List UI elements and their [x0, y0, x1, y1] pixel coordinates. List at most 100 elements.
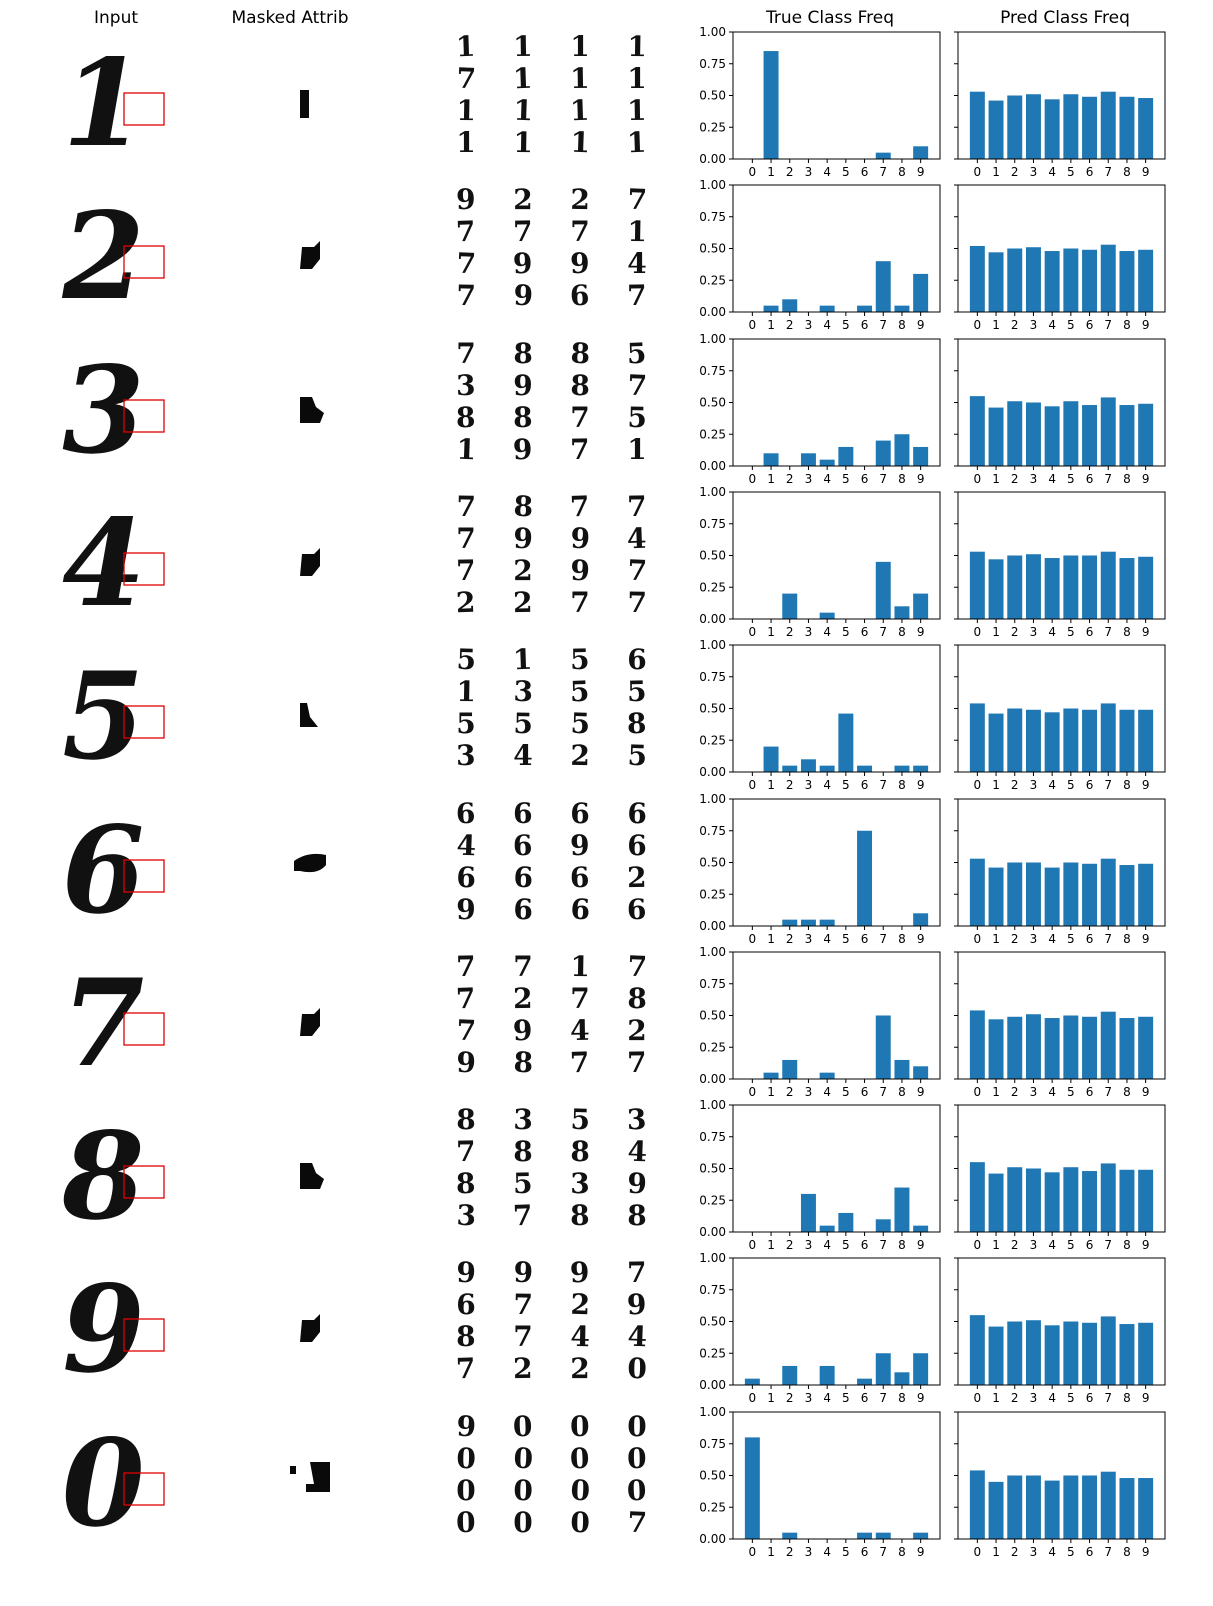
bar	[782, 593, 798, 619]
grid-digit: 7	[455, 981, 476, 1015]
x-tick-label: 5	[1067, 472, 1075, 486]
x-tick-label: 0	[974, 165, 982, 179]
x-tick-label: 7	[1104, 165, 1112, 179]
y-tick-label: 0.00	[699, 1072, 726, 1086]
grid-digit: 8	[513, 336, 533, 369]
grid-digit: 0	[626, 1473, 647, 1507]
grid-digit: 9	[570, 554, 590, 587]
x-tick-label: 4	[823, 318, 831, 332]
x-tick-label: 2	[1011, 318, 1019, 332]
y-tick-label: 0.50	[699, 89, 726, 103]
x-tick-label: 7	[1104, 472, 1112, 486]
grid-digit: 8	[513, 400, 533, 433]
true-class-freq-chart: 0.00 0.25 0.50 0.75 1.00 0 1 2 3 4 5 6 7 8 9	[685, 485, 948, 641]
bar	[857, 765, 873, 773]
x-tick-label: 2	[786, 1391, 794, 1405]
bar	[1138, 1477, 1154, 1539]
x-tick-label: 8	[898, 625, 906, 639]
grid-digit: 5	[627, 739, 648, 773]
y-tick-label: 0.75	[699, 670, 726, 684]
grid-digit: 1	[456, 432, 477, 466]
bar	[1082, 863, 1098, 926]
grid-digit: 8	[627, 982, 647, 1015]
grid-digit: 0	[627, 1442, 647, 1475]
x-tick-label: 4	[1048, 778, 1056, 792]
bar	[819, 612, 835, 619]
grid-digit: 5	[570, 643, 590, 676]
x-tick-label: 5	[842, 472, 850, 486]
bar	[1119, 1169, 1135, 1233]
bar	[800, 452, 816, 466]
x-tick-label: 8	[898, 1238, 906, 1252]
bar	[1119, 96, 1135, 159]
x-tick-label: 8	[1123, 1238, 1131, 1252]
x-tick-label: 6	[1086, 165, 1094, 179]
x-tick-label: 9	[1142, 778, 1150, 792]
masked-attribution	[285, 1000, 345, 1050]
x-tick-label: 6	[1086, 1545, 1094, 1559]
bar	[1138, 403, 1154, 466]
x-tick-label: 9	[1142, 1085, 1150, 1099]
bar	[819, 305, 835, 313]
grid-digit: 7	[569, 490, 590, 524]
x-tick-label: 1	[767, 1085, 775, 1099]
plot-frame	[732, 184, 941, 313]
grid-digit: 5	[513, 1167, 533, 1200]
grid-digit: 9	[513, 369, 532, 402]
grid-digit: 8	[626, 707, 647, 741]
bar	[763, 305, 779, 313]
grid-digit: 3	[456, 1199, 477, 1233]
grid-digit: 6	[512, 828, 533, 862]
bar	[800, 759, 816, 773]
grid-digit: 0	[570, 1506, 590, 1539]
x-tick-label: 3	[805, 318, 813, 332]
grid-digit: 7	[627, 279, 647, 312]
y-tick-label: 0.25	[699, 274, 726, 288]
grid-digit: 7	[456, 950, 476, 983]
y-tick-label: 0.25	[699, 733, 726, 747]
bar	[988, 407, 1004, 466]
x-tick-label: 1	[767, 472, 775, 486]
grid-digit: 3	[456, 368, 476, 401]
x-tick-label: 5	[842, 932, 850, 946]
bar	[763, 452, 779, 466]
attribution-box	[123, 1318, 165, 1353]
x-tick-label: 7	[879, 932, 887, 946]
grid-digit: 1	[627, 215, 647, 248]
y-tick-label: 0.00	[699, 612, 726, 626]
bar	[988, 559, 1004, 619]
x-tick-label: 8	[1123, 1391, 1131, 1405]
grid-digit: 0	[456, 1506, 476, 1539]
header-masked-attrib: Masked Attrib	[231, 8, 349, 28]
bar	[1100, 1316, 1116, 1386]
bar	[913, 1225, 929, 1233]
grid-digit: 9	[456, 893, 475, 926]
y-tick-label: 0.00	[699, 1225, 726, 1239]
bar	[913, 1353, 929, 1386]
bar	[1100, 397, 1116, 466]
bar	[875, 1219, 891, 1233]
masked-attribution-patch	[300, 547, 320, 576]
bar	[1100, 1471, 1116, 1539]
bar	[875, 1353, 891, 1386]
x-tick-label: 1	[767, 625, 775, 639]
x-tick-label: 4	[823, 1391, 831, 1405]
bar	[1025, 1014, 1041, 1079]
bar	[819, 1072, 835, 1079]
y-tick-label: 0.75	[699, 1436, 726, 1450]
bar	[1025, 862, 1041, 926]
x-tick-label: 4	[1048, 1391, 1056, 1405]
grid-digit: 9	[569, 1256, 590, 1290]
x-tick-label: 2	[786, 932, 794, 946]
grid-digit: 7	[627, 1256, 647, 1289]
x-tick-label: 0	[974, 625, 982, 639]
grid-digit: 8	[627, 1199, 646, 1232]
x-tick-label: 0	[749, 932, 757, 946]
grid-digit: 4	[627, 1320, 648, 1354]
bar	[1063, 248, 1079, 313]
y-tick-label: 0.00	[699, 1378, 726, 1392]
